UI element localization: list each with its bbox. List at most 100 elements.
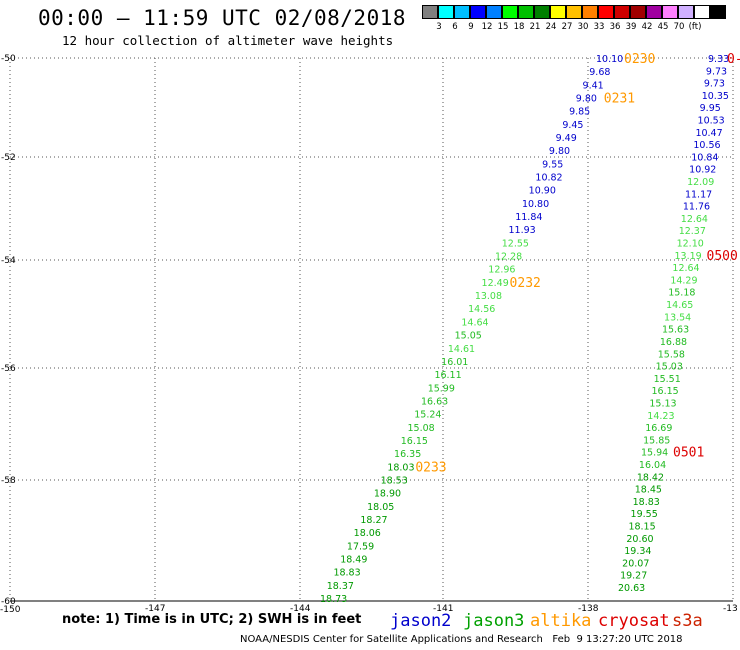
track-left-point-label: 16.15 xyxy=(401,436,428,447)
track-left-point-label: 9.85 xyxy=(569,107,590,118)
color-scale-label: 21 xyxy=(529,22,541,32)
color-scale-swatch xyxy=(662,5,678,19)
color-scale-label: 42 xyxy=(641,22,653,32)
track-left-point-label: 14.61 xyxy=(448,344,475,355)
track-left-point-label: 9.55 xyxy=(542,159,563,170)
track-right-point-label: 19.34 xyxy=(624,546,651,557)
color-scale-label: 39 xyxy=(625,22,637,32)
track-right-point-label: 9.33 xyxy=(708,54,729,65)
x-tick-label: -13 xyxy=(723,604,738,614)
track-right-point-label: 10.92 xyxy=(689,165,716,176)
track-right-point-label: 18.42 xyxy=(637,472,664,483)
track-left-point-label: 9.41 xyxy=(583,80,604,91)
track-left-point-label: 9.49 xyxy=(556,133,577,144)
track-right-point-label: 16.88 xyxy=(660,337,687,348)
pass-time-label: 0230 xyxy=(624,52,655,67)
track-right-point-label: 15.58 xyxy=(658,349,685,360)
track-left-point-label: 10.80 xyxy=(522,199,549,210)
color-scale-swatch xyxy=(694,5,710,19)
track-left-point-label: 16.35 xyxy=(394,449,421,460)
page-subtitle: 12 hour collection of altimeter wave hei… xyxy=(62,33,394,48)
track-left-point-label: 18.06 xyxy=(354,528,381,539)
color-scale-label: 9 xyxy=(468,22,474,32)
track-left-point-label: 17.59 xyxy=(347,541,374,552)
track-left-point-label: 9.80 xyxy=(549,146,570,157)
y-tick-label: -52 xyxy=(1,153,16,163)
x-tick-label: -147 xyxy=(145,604,165,614)
track-right-point-label: 19.55 xyxy=(631,509,658,520)
track-right-point-label: 10.84 xyxy=(691,152,718,163)
track-right-point-label: 15.18 xyxy=(668,288,695,299)
track-right-point-label: 15.13 xyxy=(649,398,676,409)
track-left-point-label: 9.45 xyxy=(562,120,583,131)
track-left-point-label: 18.03 xyxy=(387,462,414,473)
color-scale-label: 12 xyxy=(481,22,493,32)
color-scale-label: 45 xyxy=(657,22,669,32)
pass-time-label: 0232 xyxy=(510,276,541,291)
color-scale-swatch xyxy=(534,5,550,19)
track-right-point-label: 15.03 xyxy=(656,362,683,373)
track-left-point-label: 14.56 xyxy=(468,304,495,315)
track-left-point-label: 16.01 xyxy=(441,357,468,368)
footer-note: note: 1) Time is in UTC; 2) SWH is in fe… xyxy=(62,612,362,627)
track-right-point-label: 10.35 xyxy=(702,91,729,102)
track-left-point-label: 10.82 xyxy=(535,173,562,184)
track-right-point-label: 13.54 xyxy=(664,312,691,323)
track-right-point-label: 18.83 xyxy=(633,497,660,508)
color-scale-swatch xyxy=(630,5,646,19)
track-left-point-label: 18.90 xyxy=(374,489,401,500)
track-left-point-label: 18.37 xyxy=(327,581,354,592)
color-scale-swatch xyxy=(566,5,582,19)
track-right-point-label: 18.45 xyxy=(635,485,662,496)
track-right-point-label: 16.69 xyxy=(645,423,672,434)
track-left-point-label: 11.93 xyxy=(508,225,535,236)
track-right-point-label: 11.17 xyxy=(685,189,712,200)
color-scale-swatch xyxy=(598,5,614,19)
track-right-point-label: 16.15 xyxy=(651,386,678,397)
track-left-point-label: 18.53 xyxy=(381,475,408,486)
track-right-point-label: 18.15 xyxy=(628,521,655,532)
color-scale-label: (ft) xyxy=(688,22,702,32)
track-left-point-label: 9.68 xyxy=(589,67,610,78)
color-scale-swatch xyxy=(614,5,630,19)
track-left-point-label: 16.63 xyxy=(421,396,448,407)
track-right-point-label: 12.10 xyxy=(677,239,704,250)
color-scale-swatch xyxy=(678,5,694,19)
color-scale-label: 6 xyxy=(452,22,458,32)
track-right-point-label: 12.37 xyxy=(679,226,706,237)
track-left-point-label: 11.84 xyxy=(515,212,542,223)
track-right-point-label: 12.64 xyxy=(672,263,699,274)
color-scale-swatch xyxy=(438,5,454,19)
x-tick-label: -141 xyxy=(433,604,453,614)
track-right-point-label: 15.85 xyxy=(643,435,670,446)
pass-time-label: 0- xyxy=(727,52,740,67)
color-scale-swatch xyxy=(470,5,486,19)
track-right-point-label: 14.23 xyxy=(647,411,674,422)
track-right-point-label: 19.27 xyxy=(620,571,647,582)
legend-item-jason2: jason2 xyxy=(390,611,451,631)
track-left-point-label: 10.10 xyxy=(596,54,623,65)
color-scale-swatch xyxy=(486,5,502,19)
y-tick-label: -58 xyxy=(1,476,16,486)
track-left-point-label: 12.28 xyxy=(495,252,522,263)
track-left-point-label: 18.73 xyxy=(320,594,347,605)
track-left-point-label: 15.05 xyxy=(455,331,482,342)
track-right-point-label: 15.51 xyxy=(654,374,681,385)
track-right-point-label: 12.09 xyxy=(687,177,714,188)
x-tick-label: -138 xyxy=(578,604,599,614)
track-left-point-label: 16.11 xyxy=(434,370,461,381)
pass-time-label: 0501 xyxy=(673,446,704,461)
track-left-point-label: 15.99 xyxy=(428,383,455,394)
track-right-point-label: 20.63 xyxy=(618,583,645,594)
legend-item-cryosat: cryosat xyxy=(598,611,670,631)
y-tick-label: -56 xyxy=(1,364,16,374)
track-left-point-label: 15.24 xyxy=(414,410,441,421)
track-left-point-label: 18.05 xyxy=(367,502,394,513)
color-scale-label: 33 xyxy=(593,22,605,32)
color-scale-swatch xyxy=(646,5,662,19)
track-right-point-label: 9.73 xyxy=(706,66,727,77)
color-scale-swatch xyxy=(710,5,726,19)
track-left-point-label: 13.08 xyxy=(475,291,502,302)
pass-time-label: 0231 xyxy=(604,92,635,107)
